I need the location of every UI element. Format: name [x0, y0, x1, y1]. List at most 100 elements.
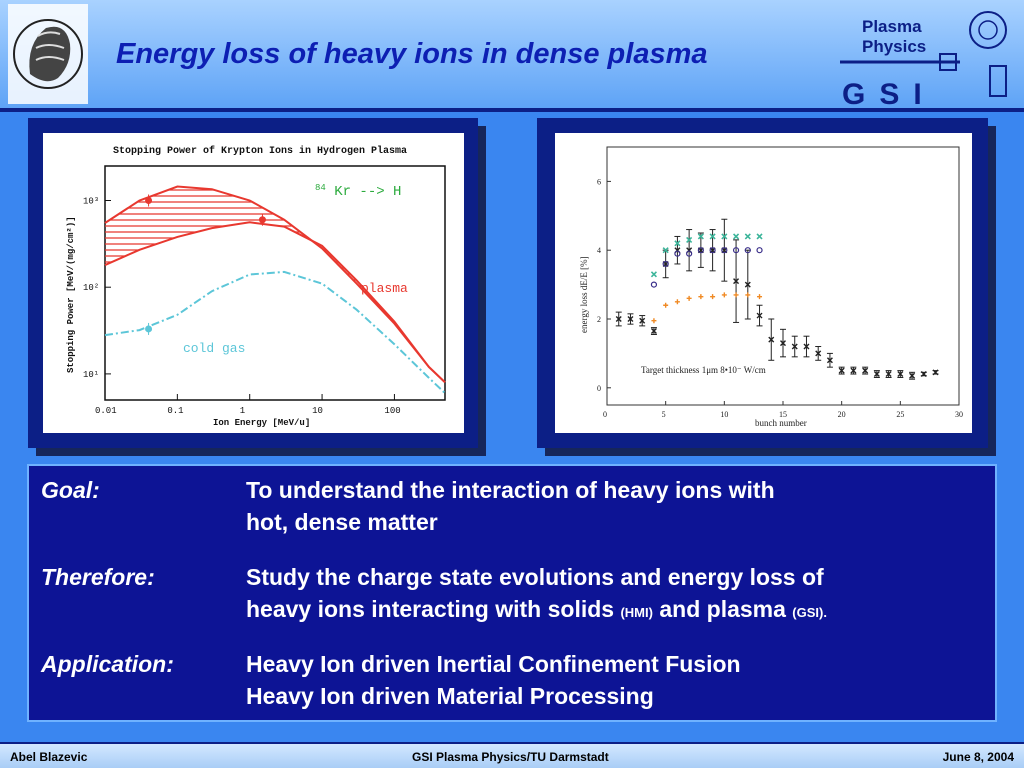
chart2-ylabel: energy loss dE/E [%]: [579, 256, 589, 333]
chart2-xlabel: bunch number: [755, 418, 807, 428]
chart2-point-cross: [897, 371, 904, 378]
chart1-ytick-label: 10²: [83, 283, 99, 293]
chart2-point-plus: [698, 294, 704, 300]
chart2-xtick-label: 10: [720, 410, 728, 419]
slide-header: [0, 0, 1024, 108]
therefore-line1: Study the charge state evolutions and en…: [246, 564, 824, 590]
chart2-point-cross: [744, 281, 751, 288]
chart2-xtick-label: 5: [662, 410, 666, 419]
footer-center: GSI Plasma Physics/TU Darmstadt: [412, 750, 609, 764]
therefore-label: Therefore:: [41, 564, 155, 590]
chart2-point-circle: [732, 247, 740, 254]
chart2-ytick-label: 0: [597, 384, 601, 393]
chart2-point-plus: [674, 299, 680, 305]
chart2-point-x: [662, 247, 669, 254]
plasma-lower-curve: [104, 221, 446, 384]
footer-author: Abel Blazevic: [10, 750, 88, 764]
chart2-annotation: Target thickness 1μm 8•10⁻ W/cm: [641, 365, 766, 375]
gsi-note: (GSI): [792, 605, 824, 620]
therefore-line2: heavy ions interacting with solids (HMI)…: [246, 596, 827, 622]
figure-left-canvas: Stopping Power of Krypton Ions in Hydrog…: [43, 133, 464, 433]
chart2-point-plus: [651, 318, 657, 324]
application-line2: Heavy Ion driven Material Processing: [246, 683, 654, 709]
chart2-point-circle: [709, 247, 716, 254]
chart2-xtick-label: 30: [955, 410, 963, 419]
chart2-point-x: [674, 240, 681, 247]
chart2-point-cross: [768, 336, 775, 343]
chart1-xtick-label: 0.1: [167, 406, 183, 416]
therefore-text: Study the charge state evolutions and en…: [246, 561, 986, 629]
footer-date: June 8, 2004: [942, 750, 1014, 764]
content-box: Goal: To understand the interaction of h…: [27, 464, 997, 722]
figure-right-canvas: 0 5 10 15 20 25 30 0 2 4 6 Target thickness 1μm 8•…: [555, 133, 972, 433]
chart2-xtick-label: 20: [838, 410, 846, 419]
application-text: Heavy Ion driven Inertial Confinement Fu…: [246, 648, 986, 712]
slide-footer: Abel Blazevic GSI Plasma Physics/TU Darm…: [0, 742, 1024, 768]
chart2-point-circle: [650, 281, 658, 288]
chart2-point-circle: [744, 247, 751, 254]
chart2-ytick-label: 6: [597, 177, 601, 186]
university-seal-logo: [8, 4, 88, 104]
logo-line2: Physics: [862, 37, 926, 56]
stopping-power-chart: Stopping Power of Krypton Ions in Hydrog…: [66, 145, 446, 428]
goal-text: To understand the interaction of heavy i…: [246, 474, 986, 538]
chart2-point-plus: [721, 292, 727, 298]
chart2-point-x: [721, 233, 728, 240]
gsi-plasma-physics-logo: Plasma Physics GSI: [840, 11, 1007, 106]
chart2-point-x: [686, 236, 693, 243]
chart2-point-cross: [733, 278, 740, 285]
slide-title: Energy loss of heavy ions in dense plasm…: [116, 38, 708, 70]
plasma-curve-label: plasma: [361, 281, 408, 296]
reaction-rest: Kr --> H: [334, 184, 401, 200]
chart2-point-cross: [650, 328, 657, 335]
chart2-point-cross: [838, 367, 845, 374]
figure-left-frame: Stopping Power of Krypton Ions in Hydrog…: [28, 118, 478, 448]
chart2-point-plus: [745, 292, 751, 298]
chart2-point-cross: [909, 372, 916, 379]
figure-right-frame: 0 5 10 15 20 25 30 0 2 4 6 Target thickness 1μm 8•…: [537, 118, 988, 448]
chart2-point-x: [756, 233, 763, 240]
chart2-point-x: [744, 233, 751, 240]
chart2-point-circle: [697, 247, 704, 254]
chart2-point-plus: [663, 302, 669, 308]
chart1-ticks: 0.01 0.1 1 10 100 10³ 10² 10¹: [83, 197, 401, 416]
chart2-point-cross: [873, 371, 880, 378]
chart2-ytick-label: 2: [597, 315, 601, 324]
chart1-xtick-label: 10: [312, 406, 323, 416]
chart1-xtick-label: 0.01: [95, 406, 117, 416]
application-label: Application:: [41, 651, 174, 677]
chart2-xtick-label: 0: [603, 410, 607, 419]
chart2-point-x: [709, 233, 716, 240]
cold-gas-curve: [104, 270, 446, 394]
chart2-point-plus: [710, 294, 716, 300]
chart2-xtick-label: 15: [779, 410, 787, 419]
chart2-point-cross: [826, 357, 833, 364]
chart2-point-cross: [639, 317, 646, 324]
chart2-point-cross: [627, 316, 634, 322]
chart2-point-circle: [721, 247, 728, 254]
reaction-mass: 84: [315, 183, 326, 193]
chart2-point-cross: [815, 350, 822, 357]
reaction-label: 84 Kr --> H: [315, 179, 401, 200]
chart1-ylabel: Stopping Power [MeV/(mg/cm²)]: [66, 216, 76, 373]
chart2-point-cross: [850, 367, 857, 374]
cold-gas-curve-label: cold gas: [183, 341, 245, 356]
chart2-point-cross: [803, 343, 810, 350]
chart1-point: [145, 197, 153, 205]
plasma-hatch-region: [105, 189, 445, 383]
goal-line2: hot, dense matter: [246, 509, 438, 535]
chart1-point: [258, 216, 266, 224]
application-line1: Heavy Ion driven Inertial Confinement Fu…: [246, 651, 741, 677]
header-divider: [0, 108, 1024, 112]
goal-label: Goal:: [41, 477, 100, 503]
chart2-point-circle: [686, 250, 693, 257]
chart2-point-x: [733, 233, 740, 240]
hmi-note: (HMI): [620, 605, 653, 620]
chart2-point-x: [697, 233, 704, 240]
chart1-xtick-label: 1: [240, 406, 245, 416]
chart1-xtick-label: 100: [384, 406, 400, 416]
chart2-point-cross: [615, 316, 622, 322]
chart1-ytick-label: 10¹: [83, 370, 99, 380]
chart1-plot-area: [104, 165, 446, 401]
goal-line1: To understand the interaction of heavy i…: [246, 477, 775, 503]
